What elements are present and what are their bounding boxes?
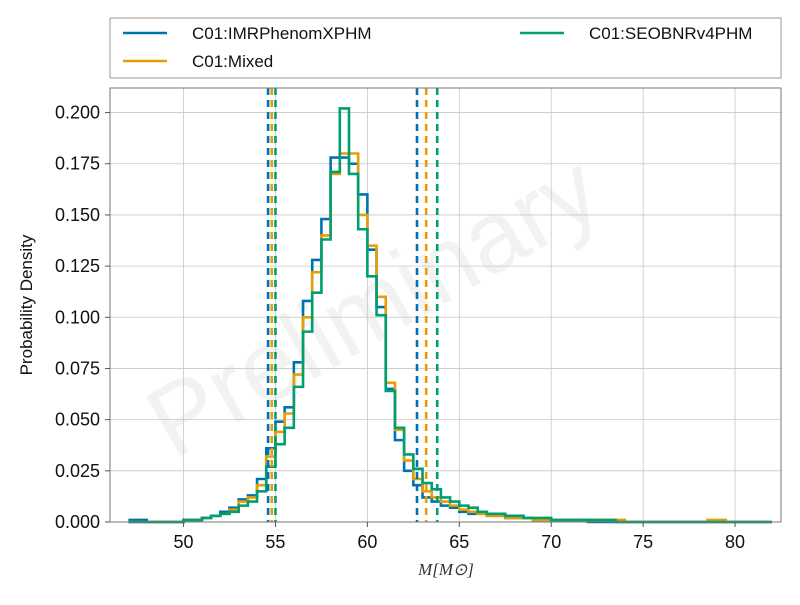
legend-label-imrphenom: C01:IMRPhenomXPHM <box>192 24 372 43</box>
y-axis-label: Probability Density <box>17 234 36 375</box>
x-tick-label: 60 <box>357 532 377 552</box>
credible-interval-lines <box>266 88 439 522</box>
x-tick-label: 80 <box>725 532 745 552</box>
legend: C01:IMRPhenomXPHM C01:Mixed C01:SEOBNRv4… <box>109 17 782 79</box>
y-tick-label: 0.125 <box>55 256 100 276</box>
y-tick-label: 0.000 <box>55 512 100 532</box>
legend-label-seobnr: C01:SEOBNRv4PHM <box>589 24 752 43</box>
y-axis-ticks: 0.000 0.025 0.050 0.075 0.100 0.125 0.150 0.175… <box>55 103 110 532</box>
x-axis-ticks: 50 55 60 65 70 75 80 <box>174 522 745 552</box>
x-tick-label: 70 <box>541 532 561 552</box>
x-tick-label: 65 <box>449 532 469 552</box>
watermark: Preliminary <box>128 132 617 479</box>
x-tick-label: 50 <box>174 532 194 552</box>
y-tick-label: 0.025 <box>55 461 100 481</box>
legend-label-mixed: C01:Mixed <box>192 52 273 71</box>
y-tick-label: 0.175 <box>55 154 100 174</box>
y-tick-label: 0.075 <box>55 358 100 378</box>
y-tick-label: 0.100 <box>55 307 100 327</box>
grid-layer <box>110 88 781 523</box>
plot-area-frame <box>109 87 782 523</box>
x-tick-label: 55 <box>265 532 285 552</box>
series-step-2 <box>128 107 772 524</box>
y-tick-label: 0.200 <box>55 103 100 123</box>
y-tick-label: 0.050 <box>55 410 100 430</box>
x-tick-label: 75 <box>633 532 653 552</box>
legend-box <box>109 17 782 79</box>
y-tick-label: 0.150 <box>55 205 100 225</box>
x-axis-label: M[M⊙] <box>417 560 474 579</box>
